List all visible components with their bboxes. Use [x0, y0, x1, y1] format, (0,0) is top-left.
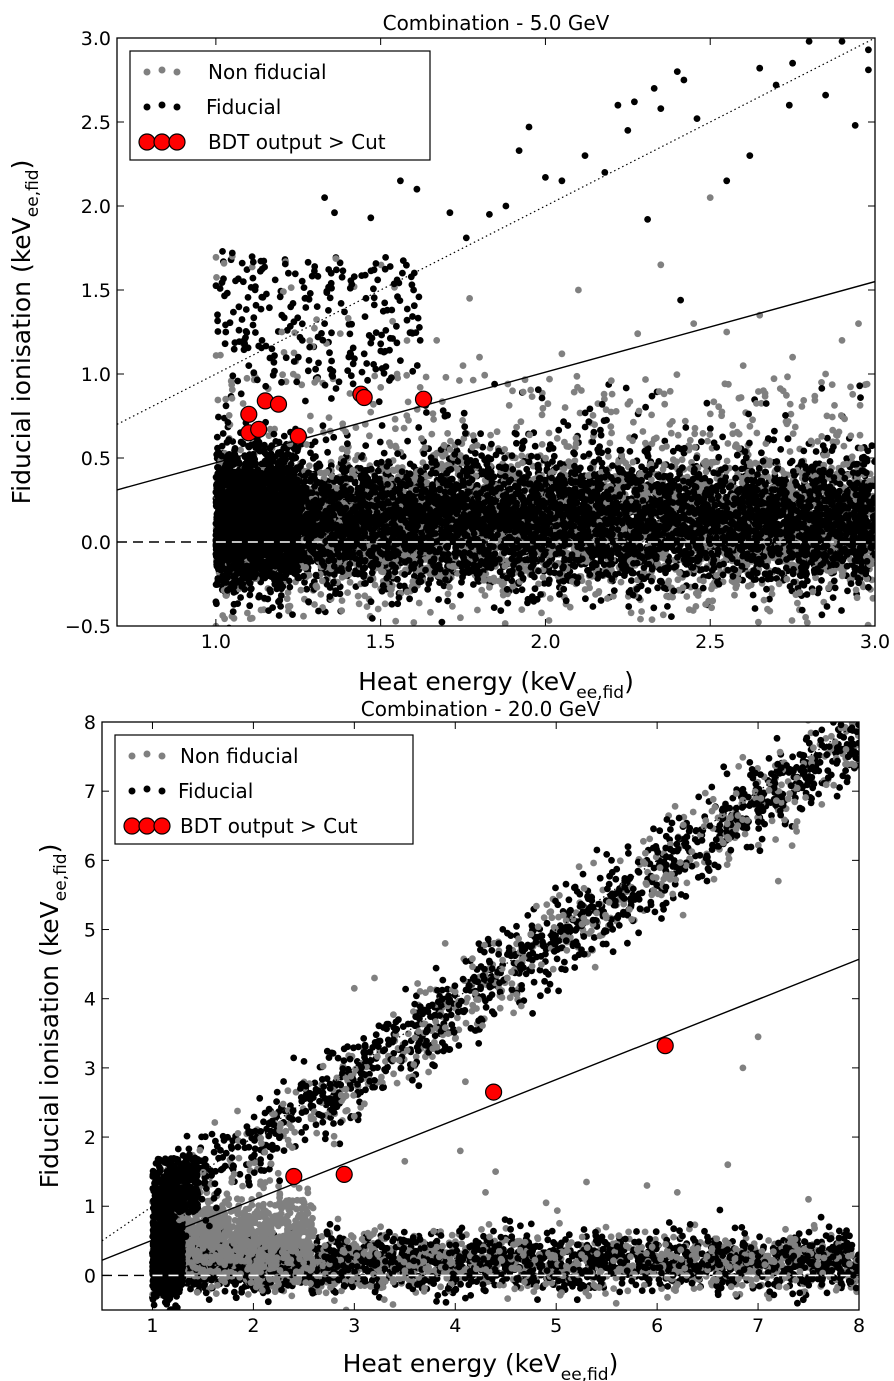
data-point — [812, 448, 820, 455]
data-point — [705, 572, 713, 580]
data-point — [388, 600, 396, 608]
data-point — [628, 577, 635, 584]
data-point — [655, 458, 663, 465]
data-point — [710, 458, 718, 466]
data-point — [719, 433, 726, 441]
data-point — [531, 442, 539, 450]
data-point — [626, 448, 634, 455]
data-point — [330, 433, 338, 441]
data-point — [406, 460, 414, 468]
data-point — [486, 584, 493, 591]
data-point — [317, 591, 325, 598]
data-point — [738, 465, 746, 473]
data-point — [768, 585, 775, 593]
data-point — [571, 457, 579, 465]
data-point — [444, 597, 451, 605]
data-point — [470, 581, 477, 588]
data-point — [454, 569, 461, 577]
data-point — [406, 595, 413, 603]
data-point — [771, 427, 778, 435]
data-point — [523, 465, 531, 473]
data-point — [362, 442, 370, 449]
data-point — [504, 599, 512, 607]
data-point — [518, 606, 526, 613]
data-point — [629, 458, 637, 466]
data-point — [589, 603, 597, 610]
data-point — [497, 607, 505, 614]
data-point — [303, 585, 311, 593]
data-point — [322, 436, 330, 444]
data-point — [838, 607, 845, 614]
data-point — [773, 575, 781, 582]
data-point — [560, 418, 567, 426]
data-point — [501, 446, 509, 453]
data-point — [724, 440, 732, 447]
data-point — [449, 602, 456, 610]
data-point — [691, 582, 699, 590]
data-point — [545, 429, 553, 437]
data-point — [394, 600, 402, 608]
chart-panel-5gev: 1.0 1.5 2.0 2.5 3.0−0.50.00.51.01.52.02.53.0… — [7, 11, 890, 703]
data-point — [786, 448, 794, 455]
data-point — [713, 572, 720, 579]
data-point — [346, 578, 354, 586]
data-point — [538, 441, 546, 448]
data-point — [597, 597, 605, 604]
data-point — [301, 578, 308, 586]
data-point — [700, 577, 707, 585]
data-point — [674, 576, 682, 584]
data-point — [387, 590, 395, 598]
data-point — [457, 614, 464, 622]
data-point — [404, 437, 411, 445]
data-point — [457, 591, 464, 599]
data-point — [814, 438, 821, 445]
data-point — [824, 434, 831, 442]
data-point — [659, 611, 667, 619]
data-point — [706, 425, 714, 432]
data-point — [376, 438, 384, 446]
data-point — [794, 599, 801, 607]
data-point — [818, 611, 826, 619]
data-point — [582, 595, 589, 603]
data-point — [266, 425, 274, 433]
data-point — [668, 463, 675, 470]
data-point — [664, 603, 671, 610]
data-point — [438, 618, 446, 626]
data-point — [844, 587, 851, 595]
data-point — [868, 442, 875, 450]
data-point — [852, 586, 860, 594]
data-point — [520, 437, 528, 445]
data-point — [413, 627, 420, 634]
data-point — [589, 438, 597, 446]
data-point — [823, 603, 831, 610]
plot-area — [117, 38, 875, 634]
data-point — [749, 591, 757, 599]
data-point — [524, 599, 531, 607]
data-point — [788, 617, 796, 624]
data-point — [424, 586, 432, 593]
data-point — [625, 603, 633, 610]
data-point — [363, 603, 371, 610]
data-point — [237, 594, 245, 601]
data-point — [513, 439, 520, 447]
